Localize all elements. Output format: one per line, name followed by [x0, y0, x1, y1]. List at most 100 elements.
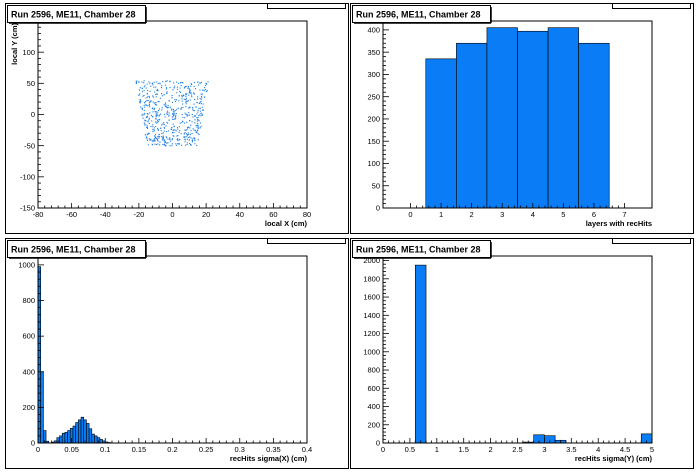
data-point [198, 134, 200, 136]
data-point [160, 130, 162, 132]
data-point [145, 87, 147, 89]
data-point [163, 140, 165, 142]
data-point [193, 137, 195, 139]
stats-box [267, 238, 346, 244]
data-point [179, 87, 181, 89]
data-point [201, 113, 203, 115]
data-point [146, 139, 149, 141]
data-point [149, 101, 151, 103]
data-point [138, 94, 140, 96]
data-point [157, 120, 159, 122]
histogram-bar [486, 27, 518, 209]
data-point [174, 85, 176, 87]
data-point [161, 124, 163, 126]
x-tick-label: -60 [66, 210, 77, 219]
data-point [146, 138, 148, 140]
data-point [143, 104, 145, 106]
data-point [169, 138, 171, 140]
data-point [147, 89, 149, 92]
data-point [153, 102, 155, 104]
data-point [171, 108, 173, 110]
data-point [168, 114, 170, 116]
data-point [173, 132, 175, 134]
data-point [194, 139, 196, 142]
data-point [200, 103, 202, 105]
data-point [165, 80, 167, 83]
data-point [183, 133, 185, 135]
data-point [178, 126, 180, 128]
pad-local-xy: -80-60-40-20020406080-150-100-5005010015… [5, 3, 349, 234]
x-tick-label: 0.1 [100, 445, 110, 454]
data-point [205, 90, 207, 93]
data-point [143, 109, 145, 111]
data-point [171, 101, 174, 103]
data-point [147, 144, 149, 146]
data-point [173, 87, 175, 89]
data-point [155, 115, 157, 118]
data-point [177, 140, 179, 142]
data-point [144, 106, 146, 108]
data-point [166, 107, 169, 109]
data-point [180, 108, 182, 110]
data-point [164, 140, 166, 143]
x-tick-label: -80 [33, 210, 44, 219]
data-point [189, 89, 191, 91]
chart-title: Run 2596, ME11, Chamber 28 [11, 10, 136, 20]
stats-box [612, 3, 691, 9]
histogram-bar [75, 422, 79, 444]
data-point [159, 141, 161, 143]
data-point [201, 93, 203, 95]
data-point [152, 130, 154, 133]
histogram-rechits-sigma-x: 0 0.05 0.1 0.15 0.2 0.25 0.3 0.35 0.4 0 200 400 600 8… [5, 238, 349, 469]
data-point [199, 107, 201, 109]
data-point [191, 132, 193, 135]
data-point [150, 100, 152, 102]
data-point [141, 107, 143, 109]
data-point [184, 141, 186, 143]
data-point [176, 138, 178, 141]
histogram-bar [59, 435, 63, 444]
data-point [176, 108, 178, 110]
data-point [140, 106, 142, 108]
data-point [172, 116, 174, 118]
data-point [205, 88, 207, 91]
y-tick-label: 200 [367, 420, 380, 429]
data-point [157, 129, 159, 131]
data-point [146, 116, 148, 118]
data-point [186, 142, 188, 144]
data-point [171, 127, 173, 129]
x-tick-label: 4 [596, 445, 600, 454]
data-point [172, 114, 174, 116]
data-point [192, 108, 194, 110]
histogram-bar [67, 430, 71, 444]
data-point [191, 140, 194, 142]
data-point [179, 91, 182, 93]
data-point [185, 106, 187, 108]
data-point [178, 131, 180, 133]
data-point [199, 89, 201, 91]
y-tick-label: 350 [367, 48, 380, 57]
data-point [157, 143, 159, 145]
data-point [143, 122, 145, 124]
data-point [141, 108, 143, 110]
data-point [155, 117, 157, 119]
data-point [190, 130, 192, 132]
data-point [155, 86, 157, 88]
data-point [143, 80, 145, 82]
data-point [165, 141, 167, 143]
data-point [186, 115, 188, 117]
histogram-bar [86, 423, 90, 444]
data-point [167, 138, 169, 140]
data-point [151, 120, 153, 122]
data-point [147, 121, 149, 123]
data-point [189, 120, 191, 122]
data-point [171, 138, 173, 140]
scatter-local-xy: -80-60-40-20020406080-150-100-5005010015… [5, 3, 349, 234]
data-point [158, 135, 160, 137]
data-point [157, 83, 159, 85]
x-tick-label: 7 [622, 210, 626, 219]
data-point [185, 93, 187, 95]
data-point [202, 109, 204, 111]
data-point [144, 123, 146, 125]
pad-rechits-sigma-y: 0 0.5 1 1.5 2 2.5 3 3.5 4 4.5 5 0 200 400 600 800 1000 12… [350, 238, 694, 469]
